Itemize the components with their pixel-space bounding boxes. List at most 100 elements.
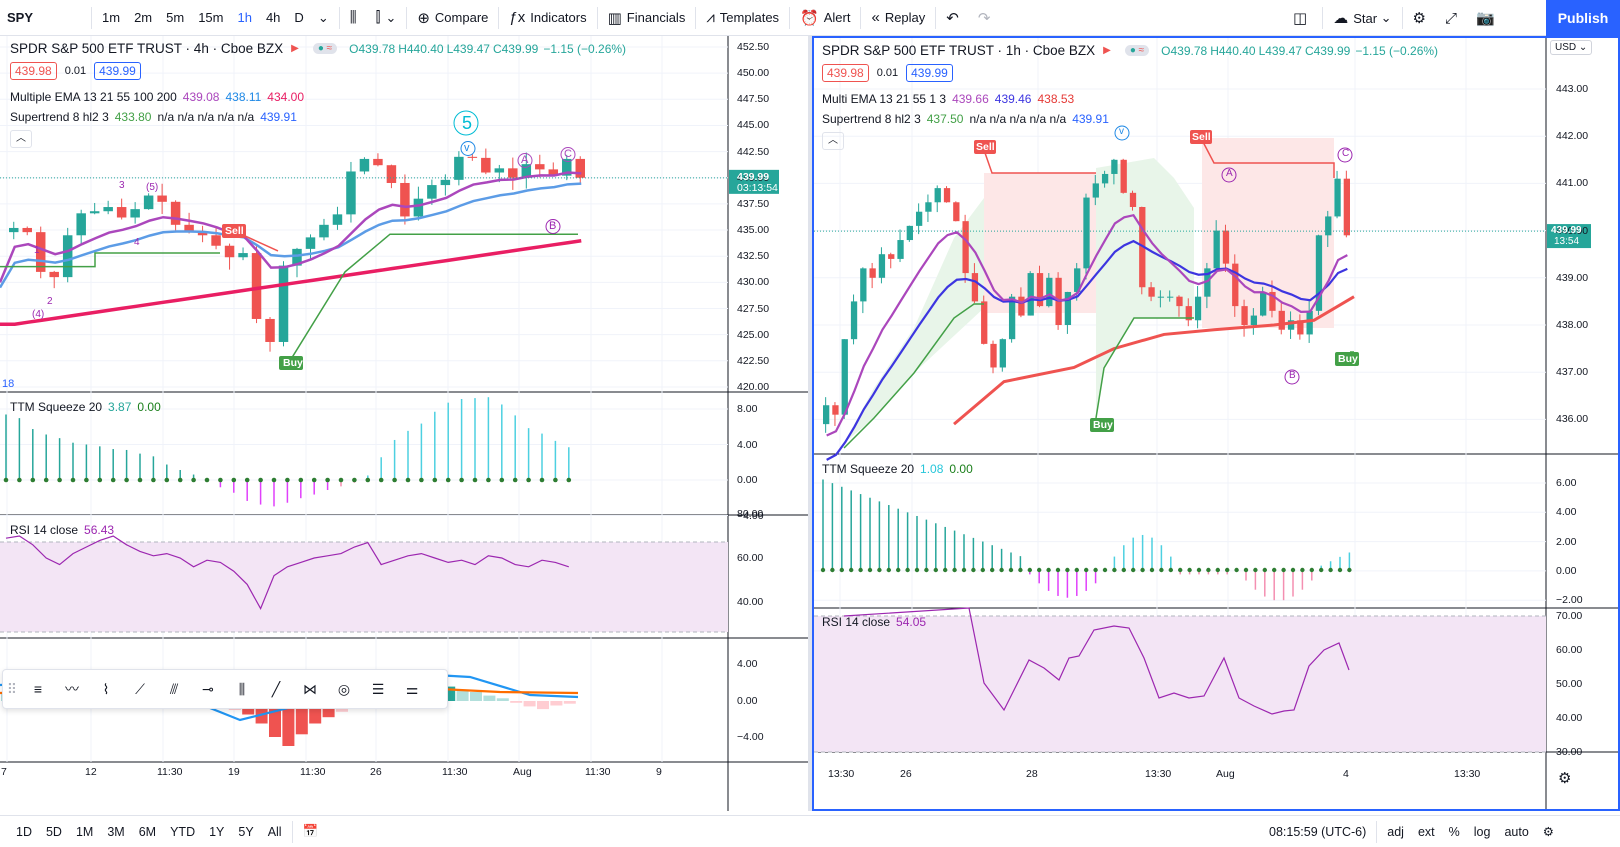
save-layout-button[interactable]: ☁ Star ⌄ — [1333, 10, 1392, 27]
drag-handle-icon[interactable]: ⠿ — [6, 680, 18, 697]
bars-style-button[interactable]: ⫿ ⌄ — [375, 9, 397, 26]
data-status-badge[interactable]: ● ≈ — [1124, 45, 1150, 56]
ttm-squeeze-dot — [338, 477, 344, 483]
clock-timezone[interactable]: 08:15:59 (UTC-6) — [1269, 824, 1367, 839]
right-supertrend-legend[interactable]: Supertrend 8 hl2 3 437.50 n/a n/a n/a n/… — [822, 112, 1109, 126]
macd-tick: 4.00 — [737, 658, 758, 670]
symbol-search[interactable]: SPY — [7, 10, 34, 25]
ext-toggle[interactable]: ext — [1417, 824, 1435, 839]
horizontal-ray-icon[interactable]: ⊸ — [202, 680, 214, 697]
range-all[interactable]: All — [267, 824, 282, 839]
candle — [49, 271, 59, 278]
interval-2m[interactable]: 2m — [134, 10, 153, 25]
range-5y[interactable]: 5Y — [238, 824, 254, 839]
compare-button[interactable]: ⊕ Compare — [410, 0, 495, 36]
collapse-legend-button[interactable]: ︿ — [822, 132, 844, 150]
lines-tool-icon[interactable]: ≡ — [33, 681, 43, 697]
trend-line-icon[interactable]: ⟋ — [135, 680, 145, 697]
left-chart-pane[interactable]: SPDR S&P 500 ETF TRUST · 4h · Cboe BZX ▶… — [0, 36, 808, 811]
bid-price[interactable]: 439.98 — [10, 62, 57, 80]
rsi-tick: 30.00 — [1556, 746, 1583, 758]
chart-type-button[interactable]: ⫼ — [343, 0, 369, 36]
pane-divider[interactable] — [808, 36, 812, 811]
elliott-correction-icon[interactable]: ⌇ — [102, 680, 110, 697]
adj-toggle[interactable]: adj — [1387, 824, 1404, 839]
drawing-toolbar[interactable]: ⠿ ≡ 〰 ⌇ ⟋ ⫻ ⊸ ⫼ ╱ ⋈ ◎ ☰ ⚌ — [2, 669, 448, 709]
price-tick: 450.00 — [737, 67, 770, 80]
ttm-squeeze-dot — [97, 477, 103, 483]
candle — [332, 214, 343, 225]
supertrend-line-up — [843, 303, 984, 449]
left-rsi-legend[interactable]: RSI 14 close 56.43 — [10, 523, 114, 537]
currency-selector[interactable]: USD ⌄ — [1550, 40, 1593, 55]
ema-value-3: 438.53 — [1037, 92, 1075, 106]
undo-button[interactable]: ↶ — [939, 0, 971, 36]
interval-D[interactable]: D — [294, 10, 304, 25]
right-rsi-legend[interactable]: RSI 14 close 54.05 — [822, 615, 926, 629]
candle — [562, 158, 572, 176]
right-chart-pane[interactable]: SPDR S&P 500 ETF TRUST · 1h · Cboe BZX ▶… — [812, 36, 1620, 811]
goto-date-button[interactable]: 📅 — [296, 824, 326, 839]
log-toggle[interactable]: log — [1473, 824, 1491, 839]
layout-button[interactable]: ◫ — [1286, 0, 1319, 36]
interval-5m[interactable]: 5m — [166, 10, 185, 25]
ttm-squeeze-dot — [1225, 567, 1230, 573]
right-chart-canvas[interactable] — [814, 38, 1618, 809]
ttm-squeeze-dot — [1347, 567, 1352, 573]
range-1y[interactable]: 1Y — [209, 824, 225, 839]
replay-label: Replay — [884, 10, 926, 25]
ttm-squeeze-dot — [990, 567, 995, 573]
line-icon[interactable]: ╱ — [271, 680, 281, 697]
spiral-icon[interactable]: ◎ — [337, 680, 351, 697]
interval-1h[interactable]: 1h — [237, 10, 252, 25]
range-5d[interactable]: 5D — [45, 824, 62, 839]
alert-button[interactable]: ⏰ Alert — [793, 0, 857, 36]
ema-value-1: 439.66 — [952, 92, 989, 106]
templates-button[interactable]: ⩘ Templates — [699, 0, 786, 36]
range-1d[interactable]: 1D — [16, 824, 32, 839]
candle — [1222, 230, 1230, 264]
node-icon[interactable]: ⋈ — [303, 680, 317, 697]
interval-dropdown[interactable]: ⌄ — [317, 9, 329, 25]
settings-button[interactable]: ⚙ — [1406, 0, 1438, 36]
fib-retracement-icon[interactable]: ☰ — [371, 680, 385, 697]
auto-toggle[interactable]: auto — [1504, 824, 1529, 839]
left-supertrend-legend[interactable]: Supertrend 8 hl2 3 433.80 n/a n/a n/a n/… — [10, 110, 297, 124]
range-6m[interactable]: 6M — [138, 824, 157, 839]
chart-settings-button[interactable]: ⚙ — [1558, 769, 1571, 787]
range-3m[interactable]: 3M — [107, 824, 125, 839]
ttm-squeeze-dot — [472, 477, 478, 483]
interval-15m[interactable]: 15m — [198, 10, 224, 25]
candle — [1194, 296, 1202, 321]
publish-button[interactable]: Publish — [1546, 0, 1620, 36]
bid-price[interactable]: 439.98 — [822, 64, 869, 82]
settings-lines-icon[interactable]: ⚌ — [405, 680, 419, 697]
right-ema-legend[interactable]: Multi EMA 13 21 55 1 3 439.66 439.46 438… — [822, 92, 1074, 106]
range-1m[interactable]: 1M — [75, 824, 94, 839]
indicators-button[interactable]: ƒx Indicators — [502, 0, 593, 36]
ttm-squeeze-dot — [1319, 567, 1324, 573]
ask-price[interactable]: 439.99 — [94, 62, 141, 80]
financials-button[interactable]: ▥ Financials — [601, 0, 693, 36]
right-ttm-legend[interactable]: TTM Squeeze 20 1.08 0.00 — [822, 462, 973, 476]
collapse-legend-button[interactable]: ︿ — [10, 130, 32, 148]
replay-button[interactable]: « Replay — [864, 0, 932, 36]
left-ttm-legend[interactable]: TTM Squeeze 20 3.87 0.00 — [10, 400, 161, 414]
interval-4h[interactable]: 4h — [265, 10, 281, 25]
fullscreen-button[interactable]: ⤢ — [1438, 0, 1469, 36]
fib-channel-icon[interactable]: ⫻ — [169, 680, 179, 697]
candle — [116, 207, 127, 218]
separator — [1376, 820, 1378, 843]
sell-signal-badge — [222, 224, 246, 238]
percent-toggle[interactable]: % — [1448, 824, 1460, 839]
data-status-badge[interactable]: ● ≈ — [312, 43, 338, 54]
ask-price[interactable]: 439.99 — [906, 64, 953, 82]
bars-pattern-icon[interactable]: ⫼ — [238, 680, 246, 697]
range-ytd[interactable]: YTD — [170, 824, 196, 839]
snapshot-button[interactable]: 📷 — [1469, 0, 1507, 36]
left-ema-legend[interactable]: Multiple EMA 13 21 55 100 200 439.08 438… — [10, 90, 304, 104]
elliott-impulse-icon[interactable]: 〰 — [65, 681, 79, 697]
redo-button[interactable]: ↷ — [971, 0, 1003, 36]
timezone-settings-button[interactable]: ⚙ — [1536, 824, 1561, 839]
interval-1m[interactable]: 1m — [102, 10, 121, 25]
